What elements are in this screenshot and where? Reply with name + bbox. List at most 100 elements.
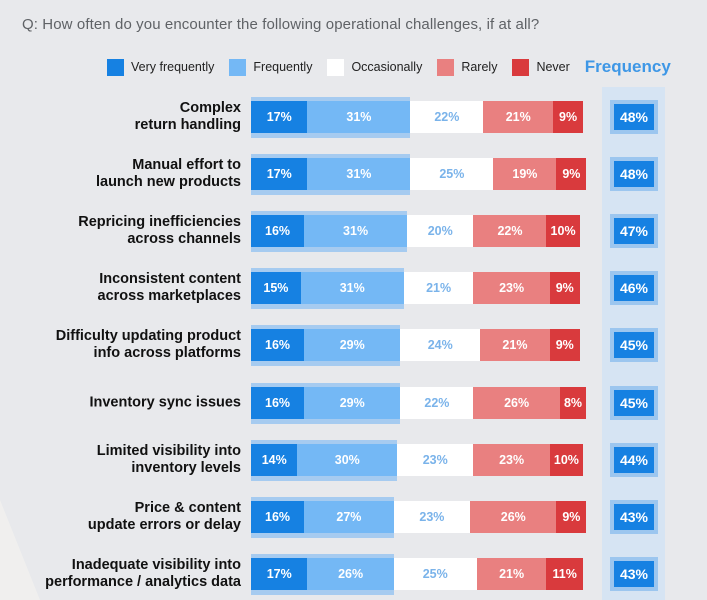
- legend-label: Very frequently: [131, 60, 215, 74]
- legend-item-frequently: Frequently: [229, 58, 312, 76]
- bar-segment-frequently: 31%: [307, 101, 411, 133]
- bar-segment-never: 8%: [559, 386, 587, 419]
- data-label: 31%: [346, 110, 372, 124]
- frequency-value: 43%: [614, 560, 654, 587]
- frequency-badge: 44%: [610, 442, 658, 477]
- bar-segment-never: 9%: [553, 101, 583, 133]
- frequency-badge: 48%: [610, 157, 658, 192]
- legend-swatch: [107, 58, 124, 76]
- frequency-badge: 45%: [610, 328, 658, 363]
- data-label: 23%: [499, 281, 525, 296]
- bar-segment-occasionally: 25%: [410, 158, 494, 191]
- bar-segment-frequently: 30%: [297, 443, 398, 476]
- bar-segment-never: 9%: [556, 500, 587, 533]
- data-label: 22%: [424, 395, 450, 410]
- frequency-header: Frequency: [584, 57, 671, 76]
- data-label: 23%: [419, 509, 445, 524]
- data-label: 24%: [427, 338, 453, 353]
- data-label: 9%: [562, 509, 581, 524]
- data-label: 16%: [265, 338, 291, 353]
- legend-label: Occasionally: [351, 60, 423, 74]
- bar-segment-rarely: 26%: [470, 500, 557, 533]
- data-label: 16%: [265, 509, 291, 524]
- legend-swatch: [437, 58, 455, 76]
- data-label: 31%: [346, 167, 372, 182]
- category-label-line: Difficulty updating product: [55, 328, 241, 345]
- bar-segment-frequently: 26%: [307, 557, 394, 590]
- bar-segment-very-frequently: 14%: [251, 443, 298, 476]
- category-label: Limited visibility into inventory levels: [1, 443, 241, 477]
- category-label-line: Limited visibility into: [96, 442, 241, 459]
- category-label: Inconsistent content across marketplaces: [1, 271, 242, 305]
- legend-label: Never: [536, 60, 570, 74]
- data-label: 21%: [426, 281, 452, 296]
- frequency-value: 45%: [614, 389, 654, 416]
- category-label: Price & content update errors or delay: [1, 500, 241, 534]
- data-label: 10%: [550, 224, 576, 239]
- data-label: 9%: [559, 110, 578, 124]
- frequency-value: 47%: [614, 218, 654, 245]
- data-label: 25%: [422, 566, 448, 581]
- data-label: 17%: [266, 566, 292, 581]
- category-label-line: Inventory sync issues: [89, 394, 241, 410]
- frequency-badge: 43%: [610, 556, 658, 591]
- category-label-line: Complex: [179, 100, 241, 116]
- bar-segment-never: 9%: [549, 272, 580, 305]
- bar-segment-frequently: 29%: [304, 329, 401, 362]
- bar-segment-very-frequently: 17%: [251, 158, 308, 191]
- chart-title: Q: How often do you encounter the follow…: [22, 16, 540, 33]
- category-label: Complex return handling: [1, 100, 241, 134]
- data-label: 20%: [427, 224, 453, 239]
- data-label: 10%: [553, 452, 579, 467]
- data-label: 22%: [434, 110, 460, 124]
- bar-segment-occasionally: 21%: [403, 272, 474, 305]
- frequency-value: 48%: [614, 104, 654, 130]
- category-label-line: Inadequate visibility into: [71, 556, 241, 573]
- category-label-line: inventory levels: [131, 459, 241, 476]
- bar-segment-never: 9%: [556, 158, 587, 191]
- category-label: Repricing inefficiencies across channels: [1, 214, 241, 248]
- data-label: 14%: [261, 452, 287, 467]
- data-label: 16%: [265, 395, 291, 410]
- data-label: 15%: [263, 281, 289, 296]
- bar-segment-rarely: 21%: [476, 557, 547, 590]
- data-label: 26%: [504, 395, 530, 410]
- bar-segment-occasionally: 23%: [397, 443, 474, 476]
- bar-segment-never: 10%: [546, 215, 580, 248]
- data-label: 22%: [497, 224, 523, 239]
- bar-segment-frequently: 31%: [307, 158, 411, 191]
- legend-item-occasionally: Occasionally: [327, 58, 423, 76]
- bar-segment-very-frequently: 16%: [251, 386, 305, 419]
- bar-segment-rarely: 23%: [473, 443, 550, 476]
- bar-segment-occasionally: 25%: [393, 557, 477, 590]
- bar-segment-frequently: 31%: [304, 215, 408, 248]
- bar-segment-frequently: 31%: [300, 272, 404, 305]
- data-label: 11%: [552, 566, 577, 581]
- bar-segment-rarely: 26%: [473, 386, 560, 419]
- data-label: 8%: [563, 395, 583, 410]
- data-label: 26%: [338, 566, 364, 581]
- data-label: 21%: [502, 338, 528, 353]
- data-label: 31%: [339, 281, 365, 296]
- bar-segment-never: 9%: [549, 329, 580, 362]
- bar-segment-very-frequently: 17%: [251, 101, 308, 133]
- bar-segment-frequently: 29%: [304, 386, 401, 419]
- data-label: 9%: [555, 338, 574, 353]
- bar-segment-rarely: 21%: [483, 101, 554, 133]
- bar-segment-never: 10%: [549, 443, 583, 476]
- bar-segment-rarely: 21%: [480, 329, 550, 362]
- bar-segment-occasionally: 24%: [400, 329, 481, 362]
- bar-segment-rarely: 23%: [473, 272, 550, 305]
- frequency-badge: 48%: [610, 100, 658, 134]
- data-label: 19%: [512, 167, 538, 182]
- category-label: Inventory sync issues: [1, 394, 241, 411]
- frequency-badge: 43%: [610, 499, 658, 534]
- category-label-line: update errors or delay: [87, 516, 241, 533]
- category-label: Difficulty updating product info across p…: [1, 328, 241, 362]
- data-label: 27%: [336, 509, 362, 524]
- data-label: 31%: [343, 224, 369, 239]
- data-label: 17%: [266, 167, 292, 182]
- legend-item-rarely: Rarely: [437, 58, 497, 76]
- data-label: 17%: [266, 110, 292, 124]
- bar-segment-very-frequently: 16%: [251, 215, 305, 248]
